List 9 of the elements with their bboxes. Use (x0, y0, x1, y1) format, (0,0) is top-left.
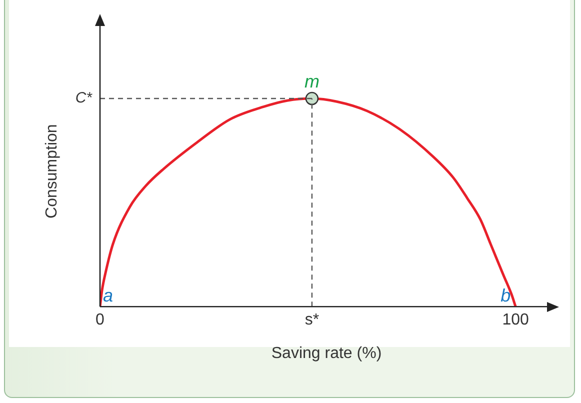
annotation: b (500, 286, 511, 306)
annotation: a (103, 286, 114, 306)
y-axis-title: Consumption (43, 124, 60, 218)
x-tick-label: s* (304, 312, 320, 329)
x-axis-title: Saving rate (%) (271, 344, 382, 362)
x-tick-label: 100 (502, 312, 530, 329)
annotation: m (304, 72, 320, 92)
x-tick-label: 0 (96, 312, 105, 329)
ref-line-label: C* (75, 90, 94, 107)
